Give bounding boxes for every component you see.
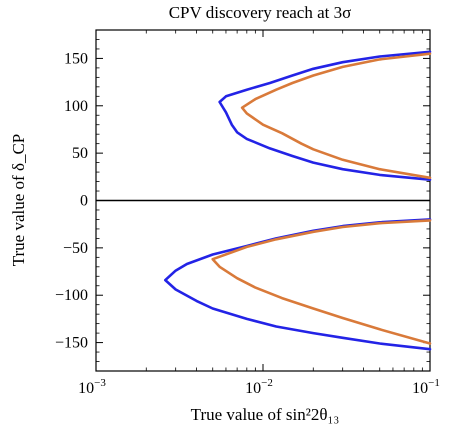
y-tick-label: 0 [80, 193, 88, 210]
x-tick-label: 10−3 [78, 377, 106, 397]
y-axis-label: True value of δ_CP [9, 134, 28, 267]
plot-area: 150 100 50 0 −50 −100 −150 10−3 10−2 10−1 [55, 29, 440, 397]
y-tick-label: −150 [55, 335, 88, 352]
chart-title: CPV discovery reach at 3σ [169, 3, 352, 22]
series-line-1 [218, 50, 432, 181]
y-tick-label: 100 [64, 98, 88, 115]
series-line-4 [211, 219, 432, 345]
series-line-3 [164, 218, 432, 351]
series-line-2 [240, 52, 432, 180]
y-tick-label: 50 [72, 145, 88, 162]
y-tick-label: −100 [55, 287, 88, 304]
x-tick-label: 10−2 [245, 377, 273, 397]
y-tick-label: −50 [63, 240, 88, 257]
y-tick-label: 150 [64, 50, 88, 67]
x-axis-label: True value of sin²2θ₁₃ [191, 405, 340, 424]
x-tick-label: 10−1 [412, 377, 440, 397]
